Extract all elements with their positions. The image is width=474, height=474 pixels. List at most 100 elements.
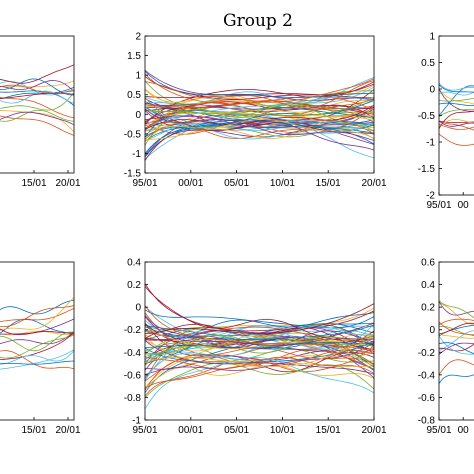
y-tick-label: 0.6 [421,258,435,269]
y-tick-label: -0.8 [124,393,142,404]
series-line [144,352,375,390]
y-tick-label: -0.6 [124,370,142,381]
series-line [144,89,375,107]
y-tick-label: -1 [132,416,141,427]
series-line [438,324,474,337]
series-line [0,360,75,365]
x-tick-label: 15/01 [316,178,341,189]
series-line [144,96,375,131]
series-line [144,337,375,367]
x-tick-label: 00/01 [178,425,203,436]
series-line [144,342,375,349]
y-tick-label: -0.5 [124,129,142,140]
x-tick-label: 15/01 [316,425,341,436]
series-line [0,305,75,327]
series-line [0,92,75,111]
y-tick-label: 0 [135,303,141,314]
y-tick-label: 0.2 [421,303,435,314]
x-tick-label: 20/01 [361,178,386,189]
series-line [0,111,75,126]
y-tick-label: -0.2 [418,348,436,359]
series-line [0,115,75,136]
series-line [0,96,75,119]
series-line [144,108,375,140]
panel-top-center: 95/01 00/01 05/01 10/01 15/01 20/01 2 1.5 1 0.5 0 -… [124,32,387,190]
series-line [438,133,474,146]
series-line [144,335,375,363]
y-tick-label: -0.6 [418,393,436,404]
series-line [144,71,375,98]
y-tick-label: 0 [429,85,435,96]
x-tick-label: 05/01 [224,178,249,189]
axes-box [144,35,375,174]
series-line [438,333,474,339]
y-tick-label: 0.4 [127,258,141,269]
series-line [0,109,75,122]
series-line [0,92,75,100]
series-line [438,110,474,130]
series-line [0,64,75,84]
panel-bottom-left: 15/01 20/01 [0,261,81,436]
series-line [438,97,474,102]
series-line [0,299,75,315]
x-tick-label: 05/01 [224,425,249,436]
x-tick-label: 15/01 [21,425,46,436]
series-line [0,110,75,133]
series-line [0,84,75,95]
series-line [144,340,375,379]
y-tick-label: -0.8 [418,416,436,427]
y-tick-label: 0 [135,110,141,121]
series-line [438,302,474,325]
series-line [0,90,75,104]
series-line [144,305,375,352]
x-tick-label: 20/01 [361,425,386,436]
y-tick-label: 0 [429,325,435,336]
series-line [438,343,474,352]
series-line [144,345,375,370]
axes-box [438,35,474,196]
series-line [438,300,474,319]
axes-box [438,261,474,421]
series-line [144,98,375,129]
y-tick-label: 0.5 [127,90,141,101]
x-tick-label: 95/01 [132,425,157,436]
series-line [0,350,75,370]
y-tick-label: 0.4 [421,280,435,291]
y-tick-label: -0.2 [124,325,142,336]
panel-bottom-center: 95/01 00/01 05/01 10/01 15/01 20/01 0.4 0.2 0 -0.… [124,258,387,437]
series-line [144,86,375,113]
panel-top-left: 15/01 20/01 [0,35,81,189]
y-tick-label: -1.5 [418,164,436,175]
y-tick-label: 1 [135,71,141,82]
series-line [438,123,474,130]
x-tick-label: 00 [458,200,470,211]
panels: 15/01 20/01 95/01 00/01 05/01 10/01 15/01 20/01… [0,32,474,437]
series-line [144,108,375,141]
series-line [438,102,474,106]
y-tick-label: 1 [429,32,435,43]
x-tick-label: 20/01 [55,425,80,436]
y-tick-label: 2 [135,32,141,43]
series-line [144,78,375,132]
series-line [438,318,474,326]
series-line [438,88,474,112]
series-line [144,324,375,340]
series-line [144,286,375,346]
x-tick-label: 15/01 [21,178,46,189]
series-line [144,342,375,375]
axes-box [144,261,375,421]
series-line [144,80,375,109]
series-line [144,325,375,350]
series-line [144,108,375,141]
figure-title: Group 2 [223,11,293,31]
y-tick-label: -2 [426,191,435,202]
series-line [0,297,75,331]
series-line [0,330,75,336]
series-line [438,91,474,96]
y-tick-label: -0.5 [418,111,436,122]
series-line [438,342,474,355]
x-tick-label: 95/01 [426,200,451,211]
series-line [0,318,75,335]
series-line [144,109,375,127]
